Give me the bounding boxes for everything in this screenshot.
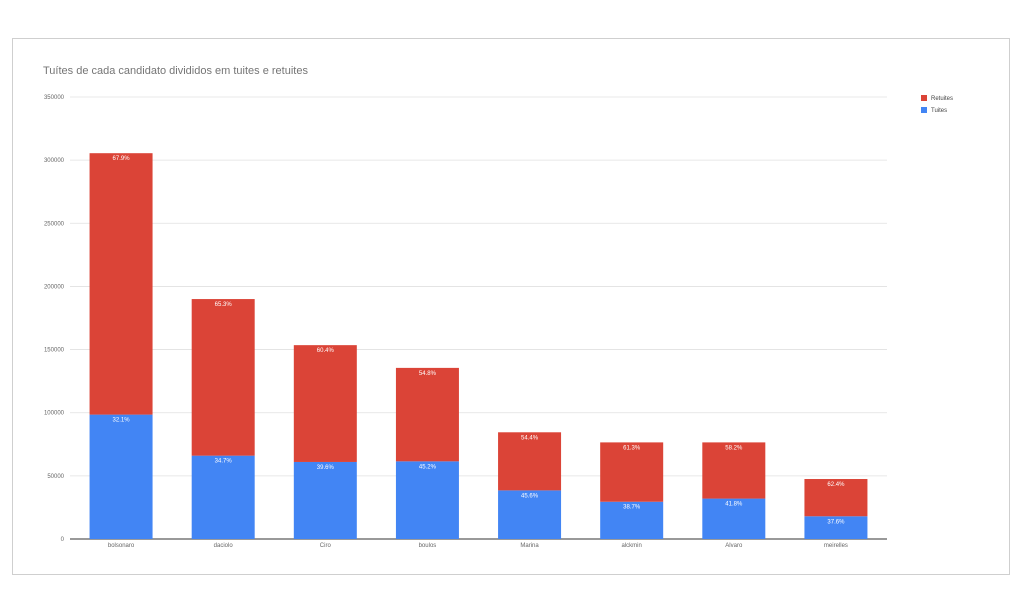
bar-retuites (702, 442, 766, 499)
data-label-tuites: 41.8% (725, 502, 743, 508)
y-tick-label: 200000 (44, 284, 65, 290)
bar-tuites (293, 461, 357, 539)
legend-label-tuites: Tuites (931, 108, 947, 114)
x-tick-label: daciolo (214, 543, 234, 549)
bar-tuites (804, 516, 868, 539)
x-tick-label: meirelles (824, 543, 848, 549)
data-label-retuites: 61.3% (623, 445, 641, 451)
bar-tuites (89, 414, 153, 539)
y-tick-label: 350000 (44, 95, 65, 101)
bar-retuites (191, 299, 255, 456)
bar-tuites (191, 455, 255, 539)
x-tick-label: bolsonaro (108, 543, 135, 549)
bar-tuites (702, 498, 766, 539)
data-label-tuites: 45.2% (419, 464, 437, 470)
x-tick-label: Alvaro (725, 543, 743, 549)
x-tick-label: boulos (419, 543, 437, 549)
data-label-tuites: 38.7% (623, 505, 641, 511)
bar-retuites (498, 432, 562, 491)
bar-tuites (600, 501, 664, 539)
x-tick-label: Marina (520, 543, 539, 549)
data-label-tuites: 45.6% (521, 493, 539, 499)
y-tick-label: 300000 (44, 158, 65, 164)
data-label-retuites: 58.2% (725, 445, 743, 451)
bar-tuites (395, 461, 459, 539)
x-tick-label: alckmin (622, 543, 642, 549)
data-label-retuites: 54.8% (419, 371, 437, 377)
bar-retuites (89, 153, 153, 415)
y-tick-label: 150000 (44, 348, 65, 354)
data-label-tuites: 39.6% (317, 465, 335, 471)
bar-tuites (498, 490, 562, 539)
data-label-tuites: 32.1% (113, 418, 131, 424)
data-label-retuites: 62.4% (827, 482, 845, 488)
y-tick-label: 50000 (47, 474, 64, 480)
bar-retuites (804, 479, 868, 517)
data-label-retuites: 65.3% (215, 302, 233, 308)
bar-retuites (600, 442, 664, 502)
data-label-retuites: 60.4% (317, 348, 335, 354)
data-label-retuites: 54.4% (521, 435, 539, 441)
legend-label-retuites: Retuites (931, 96, 953, 102)
data-label-retuites: 67.9% (113, 156, 131, 162)
x-tick-label: Ciro (320, 543, 332, 549)
y-tick-label: 250000 (44, 221, 65, 227)
chart-title: Tuítes de cada candidato divididos em tu… (43, 65, 308, 77)
data-label-tuites: 37.6% (827, 519, 845, 525)
y-tick-label: 0 (61, 537, 65, 543)
legend-swatch-tuites (921, 107, 927, 113)
bar-retuites (293, 345, 357, 462)
y-tick-label: 100000 (44, 411, 65, 417)
bar-retuites (395, 367, 459, 462)
legend-swatch-retuites (921, 95, 927, 101)
data-label-tuites: 34.7% (215, 459, 233, 465)
